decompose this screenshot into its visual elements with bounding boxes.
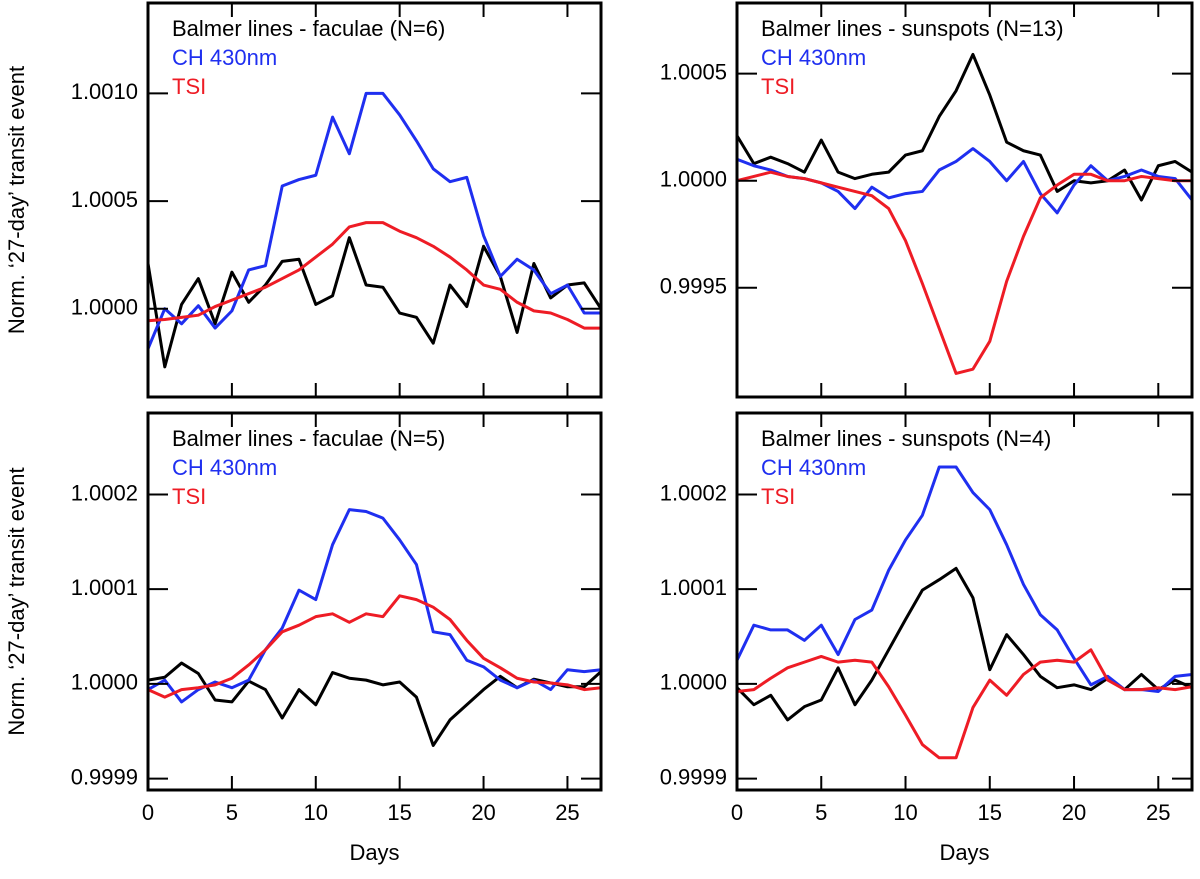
y-axis-label: Norm. ‘27-day’ transit event xyxy=(4,66,29,334)
plot-area xyxy=(148,508,601,747)
legend-entry: Balmer lines - faculae (N=5) xyxy=(172,426,445,451)
panel: 0 5 10 15 20 25 0.9999 1.0000 1.0001 1.0002 Balmer… xyxy=(660,411,1194,865)
legend-entry: Balmer lines - sunspots (N=4) xyxy=(761,426,1051,451)
series-line xyxy=(148,91,601,350)
x-tick-label: 10 xyxy=(893,800,917,825)
panel: 0 5 10 15 20 25 0.9999 1.0000 1.0001 1.0002 Balmer… xyxy=(4,411,603,865)
series-line xyxy=(148,508,601,704)
panel: 0.9995 1.0000 1.0005 Balmer lines - sunspot… xyxy=(660,1,1194,399)
legend-entry: CH 430nm xyxy=(761,45,866,70)
series-line xyxy=(737,465,1192,693)
axes-frame xyxy=(146,411,603,792)
legend-entry: TSI xyxy=(761,484,795,509)
y-tick-label: 1.0002 xyxy=(660,480,727,505)
x-tick-label: 5 xyxy=(226,800,238,825)
legend-entry: CH 430nm xyxy=(172,455,277,480)
series-line xyxy=(148,221,601,330)
y-tick-label: 1.0000 xyxy=(660,670,727,695)
y-tick-label: 1.0001 xyxy=(660,575,727,600)
y-tick-label: 1.0005 xyxy=(71,187,138,212)
series-line xyxy=(737,648,1192,760)
y-tick-label: 1.0000 xyxy=(71,670,138,695)
series-line xyxy=(148,661,601,747)
legend-entry: CH 430nm xyxy=(172,45,277,70)
x-tick-label: 15 xyxy=(978,800,1002,825)
series-line xyxy=(148,236,601,369)
y-tick-label: 1.0002 xyxy=(71,480,138,505)
y-axis-label: Norm. ‘27-day’ transit event xyxy=(4,467,29,735)
series-line xyxy=(737,52,1192,202)
x-tick-label: 5 xyxy=(815,800,827,825)
x-tick-label: 15 xyxy=(387,800,411,825)
x-tick-label: 10 xyxy=(304,800,328,825)
x-tick-label: 20 xyxy=(1062,800,1086,825)
legend-entry: Balmer lines - faculae (N=6) xyxy=(172,16,445,41)
axes-frame xyxy=(735,411,1194,792)
y-tick-label: 1.0010 xyxy=(71,79,138,104)
legend-entry: TSI xyxy=(172,74,206,99)
y-tick-label: 1.0005 xyxy=(660,59,727,84)
series-line xyxy=(148,594,601,699)
axes-frame xyxy=(146,1,603,399)
y-tick-label: 0.9999 xyxy=(71,764,138,789)
axes-frame xyxy=(735,1,1194,399)
y-tick-label: 1.0000 xyxy=(660,167,727,192)
plot-area xyxy=(148,91,601,369)
y-tick-label: 0.9999 xyxy=(660,764,727,789)
plot-area xyxy=(737,465,1192,760)
x-tick-label: 25 xyxy=(555,800,579,825)
y-tick-label: 1.0001 xyxy=(71,575,138,600)
plot-area xyxy=(737,52,1192,375)
y-tick-label: 1.0000 xyxy=(71,295,138,320)
y-tick-label: 0.9995 xyxy=(660,274,727,299)
panel: 1.0000 1.0005 1.0010 Balmer lines - faculae… xyxy=(4,1,603,399)
x-axis-label: Days xyxy=(939,840,989,865)
legend-entry: TSI xyxy=(172,484,206,509)
x-tick-label: 20 xyxy=(471,800,495,825)
legend-entry: TSI xyxy=(761,74,795,99)
x-tick-label: 0 xyxy=(142,800,154,825)
x-tick-label: 25 xyxy=(1146,800,1170,825)
x-tick-label: 0 xyxy=(731,800,743,825)
series-line xyxy=(737,566,1192,722)
legend-entry: Balmer lines - sunspots (N=13) xyxy=(761,16,1064,41)
x-axis-label: Days xyxy=(349,840,399,865)
legend-entry: CH 430nm xyxy=(761,455,866,480)
series-line xyxy=(737,170,1192,375)
